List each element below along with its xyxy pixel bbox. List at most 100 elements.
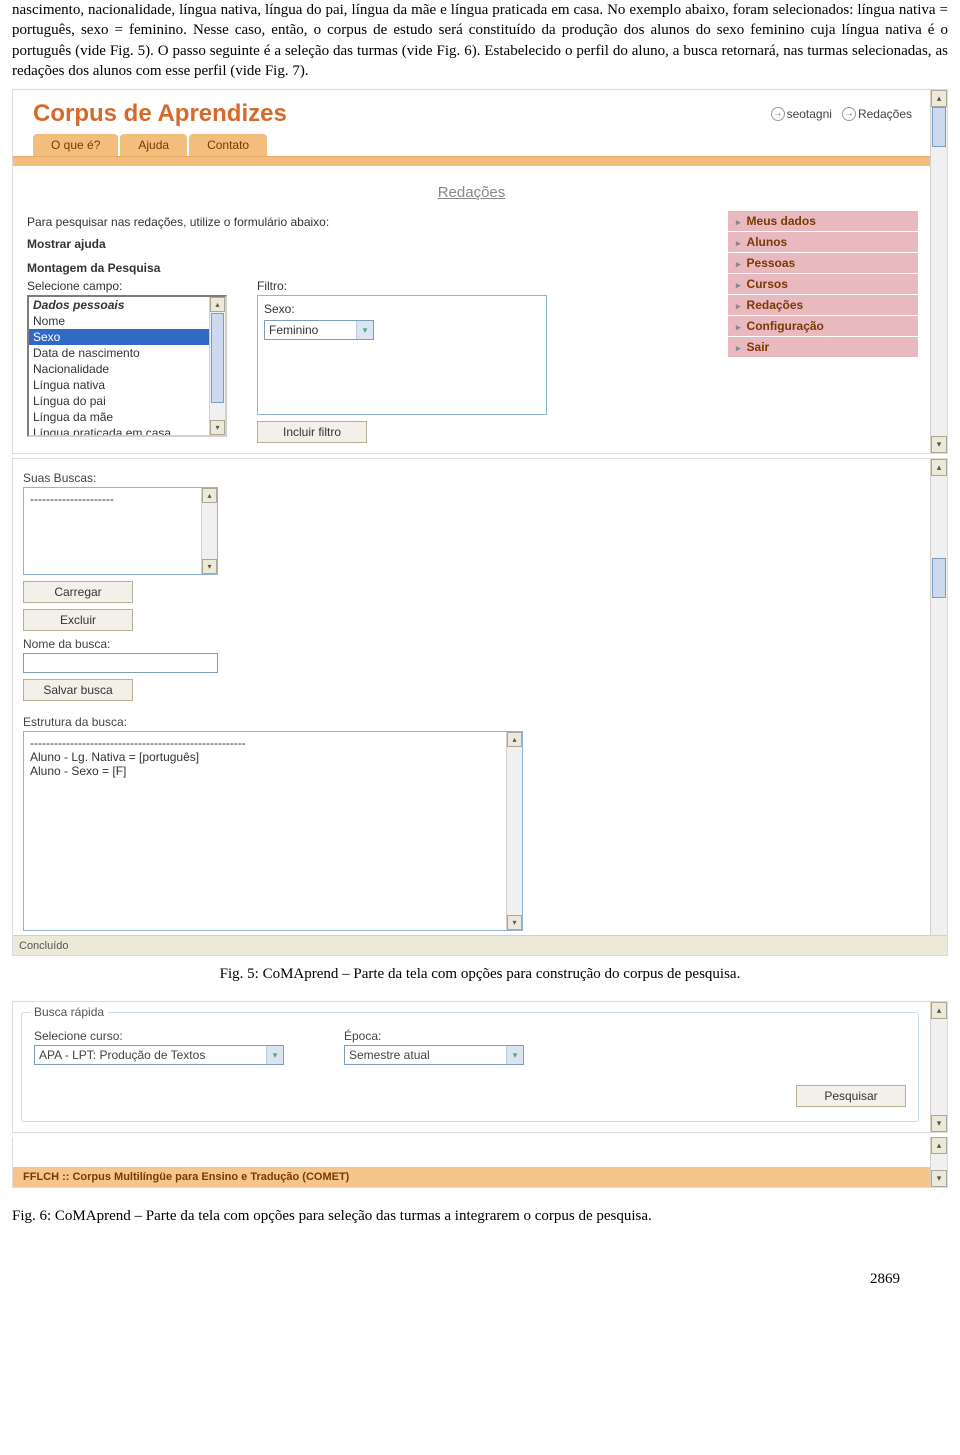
arrow-circle-icon: → bbox=[842, 107, 856, 121]
scrollbar-vertical[interactable]: ▴ ▾ bbox=[930, 90, 947, 453]
epoca-select[interactable]: Semestre atual ▾ bbox=[344, 1045, 524, 1065]
mostrar-ajuda-link[interactable]: Mostrar ajuda bbox=[27, 237, 728, 251]
scroll-up-icon[interactable]: ▴ bbox=[202, 488, 217, 503]
scroll-up-arrow-icon[interactable]: ▴ bbox=[931, 90, 947, 107]
scroll-up-icon[interactable]: ▴ bbox=[507, 732, 522, 747]
scrollbar-vertical[interactable]: ▴ ▾ bbox=[930, 1137, 947, 1187]
sexo-label: Sexo: bbox=[264, 302, 540, 316]
scroll-down-icon[interactable]: ▾ bbox=[931, 1170, 947, 1187]
page-number: 2869 bbox=[0, 1243, 960, 1300]
curso-label: Selecione curso: bbox=[34, 1029, 284, 1043]
menu-sair[interactable]: Sair bbox=[728, 337, 918, 358]
textarea-scrollbar[interactable]: ▴ ▾ bbox=[201, 488, 217, 574]
buscas-panel: ▴ ▾ Suas Buscas: --------------------- ▴… bbox=[12, 458, 948, 956]
chevron-down-icon[interactable]: ▾ bbox=[266, 1046, 283, 1064]
listbox-item[interactable]: Língua nativa bbox=[29, 377, 209, 393]
selecione-campo-label: Selecione campo: bbox=[27, 279, 227, 293]
screenshot-fig6-top: ▴ ▾ Busca rápida Selecione curso: APA - … bbox=[12, 1001, 948, 1133]
montagem-heading: Montagem da Pesquisa bbox=[27, 261, 728, 275]
nav-sub-bar bbox=[13, 156, 930, 166]
tab-contato[interactable]: Contato bbox=[189, 134, 267, 156]
curso-column: Selecione curso: APA - LPT: Produção de … bbox=[34, 1023, 284, 1065]
campo-listbox[interactable]: Dados pessoais Nome Sexo Data de nascime… bbox=[27, 295, 227, 437]
pesquisar-button[interactable]: Pesquisar bbox=[796, 1085, 906, 1107]
nome-busca-input[interactable] bbox=[23, 653, 218, 673]
scroll-down-icon[interactable]: ▾ bbox=[210, 420, 225, 435]
busca-rapida-legend: Busca rápida bbox=[30, 1005, 108, 1019]
scroll-down-arrow-icon[interactable]: ▾ bbox=[931, 436, 947, 453]
listbox-item[interactable]: Dados pessoais bbox=[29, 297, 209, 313]
filtro-column: Filtro: Sexo: Feminino ▾ Incluir filtro bbox=[257, 279, 547, 443]
menu-cursos[interactable]: Cursos bbox=[728, 274, 918, 295]
scroll-down-arrow-icon[interactable]: ▾ bbox=[931, 1115, 947, 1132]
suas-buscas-content: --------------------- bbox=[24, 488, 217, 510]
sidebar-menu: Meus dados Alunos Pessoas Cursos Redaçõe… bbox=[728, 211, 918, 358]
scroll-down-icon[interactable]: ▾ bbox=[202, 559, 217, 574]
textarea-scrollbar[interactable]: ▴ ▾ bbox=[506, 732, 522, 930]
listbox-item-selected[interactable]: Sexo bbox=[29, 329, 209, 345]
brand-title: Corpus de Aprendizes bbox=[33, 100, 287, 128]
epoca-column: Época: Semestre atual ▾ bbox=[344, 1023, 524, 1065]
link-seotagni[interactable]: →seotagni bbox=[771, 107, 832, 121]
status-bar: Concluído bbox=[13, 935, 947, 955]
listbox-item[interactable]: Nome bbox=[29, 313, 209, 329]
scrollbar-vertical[interactable]: ▴ ▾ bbox=[930, 459, 947, 955]
scroll-up-arrow-icon[interactable]: ▴ bbox=[931, 1002, 947, 1019]
listbox-item[interactable]: Língua praticada em casa bbox=[29, 425, 209, 435]
epoca-value: Semestre atual bbox=[349, 1048, 430, 1062]
scroll-thumb[interactable] bbox=[932, 558, 946, 598]
listbox-item[interactable]: Nacionalidade bbox=[29, 361, 209, 377]
menu-meus-dados[interactable]: Meus dados bbox=[728, 211, 918, 232]
estrutura-content: ----------------------------------------… bbox=[24, 732, 522, 782]
status-text: Concluído bbox=[19, 940, 69, 952]
scroll-thumb[interactable] bbox=[932, 107, 946, 147]
excluir-button[interactable]: Excluir bbox=[23, 609, 133, 631]
fig5-caption: Fig. 5: CoMAprend – Parte da tela com op… bbox=[0, 966, 960, 983]
epoca-label: Época: bbox=[344, 1029, 524, 1043]
chevron-down-icon[interactable]: ▾ bbox=[356, 321, 373, 339]
sexo-select[interactable]: Feminino ▾ bbox=[264, 320, 374, 340]
menu-configuracao[interactable]: Configuração bbox=[728, 316, 918, 337]
screenshot-fig6-footer: FFLCH :: Corpus Multilíngüe para Ensino … bbox=[12, 1137, 948, 1188]
scroll-up-arrow-icon[interactable]: ▴ bbox=[931, 459, 947, 476]
tab-ajuda[interactable]: Ajuda bbox=[120, 134, 187, 156]
nav-tabs: O que é? Ajuda Contato bbox=[33, 134, 930, 156]
scroll-up-icon[interactable]: ▴ bbox=[931, 1137, 947, 1154]
listbox-item[interactable]: Língua da mãe bbox=[29, 409, 209, 425]
body-paragraph: nascimento, nacionalidade, língua nativa… bbox=[0, 0, 960, 81]
scrollbar-vertical[interactable]: ▴ ▾ bbox=[930, 1002, 947, 1132]
section-title: Redações bbox=[13, 166, 930, 211]
footer-text: FFLCH :: Corpus Multilíngüe para Ensino … bbox=[13, 1167, 930, 1187]
incluir-filtro-button[interactable]: Incluir filtro bbox=[257, 421, 367, 443]
menu-redacoes[interactable]: Redações bbox=[728, 295, 918, 316]
selecione-campo-column: Selecione campo: Dados pessoais Nome Sex… bbox=[27, 279, 227, 437]
scroll-down-icon[interactable]: ▾ bbox=[507, 915, 522, 930]
listbox-item[interactable]: Data de nascimento bbox=[29, 345, 209, 361]
listbox-scrollbar[interactable]: ▴ ▾ bbox=[209, 297, 225, 435]
screenshot-fig5: ▴ ▾ Corpus de Aprendizes →seotagni →Reda… bbox=[12, 89, 948, 454]
arrow-circle-icon: → bbox=[771, 107, 785, 121]
curso-select[interactable]: APA - LPT: Produção de Textos ▾ bbox=[34, 1045, 284, 1065]
link-redacoes[interactable]: →Redações bbox=[842, 107, 912, 121]
filtro-box: Sexo: Feminino ▾ bbox=[257, 295, 547, 415]
estrutura-label: Estrutura da busca: bbox=[23, 715, 919, 729]
menu-pessoas[interactable]: Pessoas bbox=[728, 253, 918, 274]
suas-buscas-textarea[interactable]: --------------------- ▴ ▾ bbox=[23, 487, 218, 575]
curso-value: APA - LPT: Produção de Textos bbox=[39, 1048, 205, 1062]
filtro-label: Filtro: bbox=[257, 279, 547, 293]
scroll-thumb[interactable] bbox=[211, 313, 224, 403]
scroll-up-icon[interactable]: ▴ bbox=[210, 297, 225, 312]
listbox-item[interactable]: Língua do pai bbox=[29, 393, 209, 409]
tab-oquee[interactable]: O que é? bbox=[33, 134, 118, 156]
carregar-button[interactable]: Carregar bbox=[23, 581, 133, 603]
intro-text: Para pesquisar nas redações, utilize o f… bbox=[27, 215, 728, 229]
page-body: Redações Para pesquisar nas redações, ut… bbox=[13, 166, 930, 453]
chevron-down-icon[interactable]: ▾ bbox=[506, 1046, 523, 1064]
header-links: →seotagni →Redações bbox=[771, 107, 912, 121]
estrutura-textarea[interactable]: ----------------------------------------… bbox=[23, 731, 523, 931]
busca-rapida-fieldset: Busca rápida Selecione curso: APA - LPT:… bbox=[21, 1012, 919, 1122]
salvar-busca-button[interactable]: Salvar busca bbox=[23, 679, 133, 701]
menu-alunos[interactable]: Alunos bbox=[728, 232, 918, 253]
suas-buscas-label: Suas Buscas: bbox=[23, 471, 919, 485]
fig6-caption: Fig. 6: CoMAprend – Parte da tela com op… bbox=[0, 1198, 960, 1225]
